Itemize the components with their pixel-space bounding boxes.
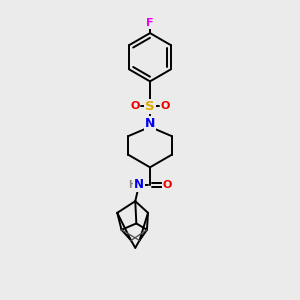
Text: O: O: [130, 101, 140, 111]
Text: O: O: [163, 180, 172, 190]
Text: N: N: [145, 117, 155, 130]
Text: N: N: [134, 178, 144, 191]
Text: H: H: [128, 180, 136, 190]
Text: O: O: [160, 101, 170, 111]
Text: S: S: [145, 100, 155, 113]
Text: F: F: [146, 18, 154, 28]
